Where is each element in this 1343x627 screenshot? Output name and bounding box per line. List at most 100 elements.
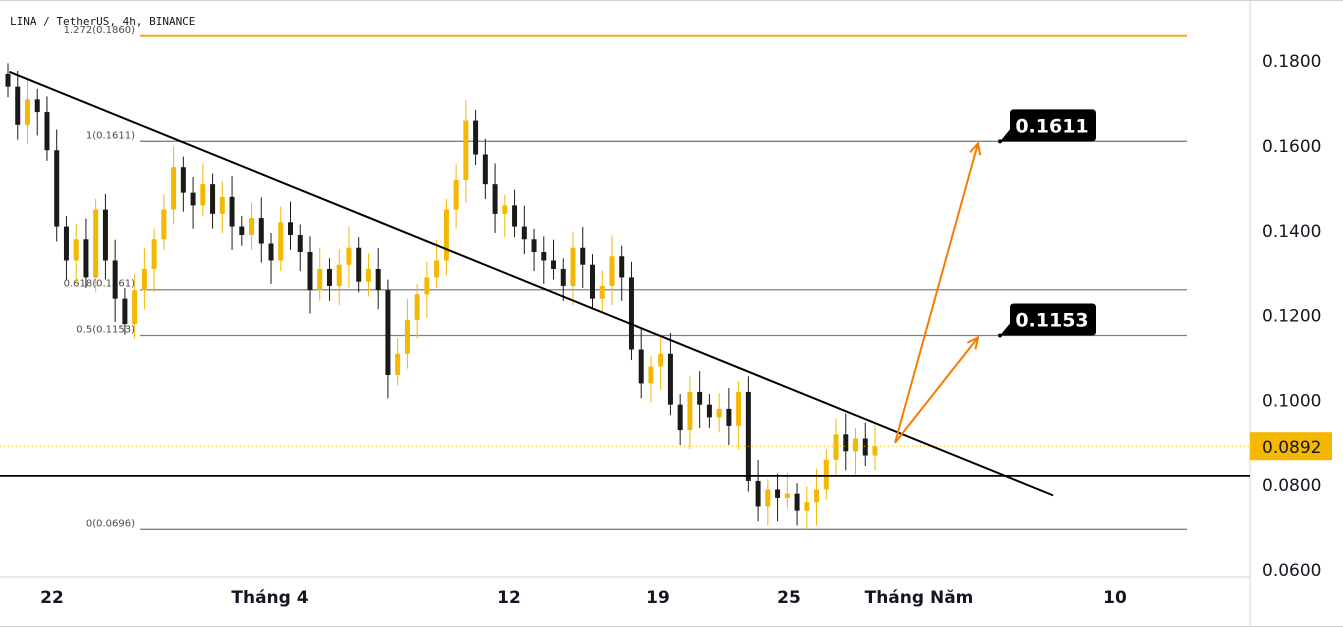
candle-body [424,277,430,295]
candle-body [5,73,11,87]
candle-body [755,480,761,507]
projection-arrowhead [969,141,982,156]
target-badge: 0.1611 [998,109,1096,144]
candle-body [833,434,839,460]
candle-body [580,247,586,265]
candle-body [463,120,469,180]
candle-body [609,256,615,286]
x-axis-tick-label: 10 [1103,588,1127,608]
candle-body [551,260,557,269]
candle-body [502,205,508,214]
candle-body [73,239,79,261]
candle-body [375,268,381,291]
candle-body [63,226,69,261]
candle-body [745,391,751,481]
candle-body [570,247,576,286]
target-badge: 0.1153 [998,303,1096,338]
candle-body [434,260,440,278]
candle-body [326,268,332,286]
x-axis-tick-label: 19 [646,588,670,608]
candle-body [141,268,147,291]
candle-body [619,256,625,278]
candle-body [258,218,264,244]
candle-body [599,285,605,299]
candle-body [531,239,537,252]
candle-body [414,294,420,320]
candle-body [44,112,50,151]
candle-body [853,438,859,452]
candle-body [560,268,566,286]
candle-body [697,391,703,405]
candle-body [492,184,498,214]
candle-body [765,489,771,507]
candle-body [736,391,742,426]
candle-body [15,86,21,125]
candle-body [151,239,157,269]
symbol-title: LINA / TetherUS, 4h, BINANCE [10,15,196,28]
candle-body [443,209,449,261]
current-price-badge: 0.0892 [1250,432,1332,461]
candle-body [872,446,878,456]
candle-body [677,404,683,431]
candle-body [823,459,829,490]
candle-body [843,434,849,452]
candle-body [706,404,712,418]
y-axis-tick-label: 0.1600 [1262,137,1321,157]
candle-body [336,264,342,286]
candle-body [317,268,323,291]
candle-body [775,489,781,498]
candle-body [726,408,732,426]
fib-level-label: 1.272(0.1860) [64,25,136,36]
candle-body [648,366,654,384]
candle-body [862,438,868,456]
candle-body [814,489,820,503]
candle-body [93,209,99,278]
candle-body [268,243,274,261]
candle-body [249,218,255,236]
candle-body [395,353,401,375]
x-axis-tick-label: Tháng 4 [231,588,308,608]
candle-body [24,99,30,125]
candle-body [404,319,410,354]
candle-body [521,226,527,240]
fib-level-label: 1(0.1611) [86,130,135,141]
candle-body [54,150,60,227]
projection-arrow [894,143,979,444]
x-axis-tick-label: 12 [497,588,521,608]
candle-body [716,408,722,418]
candle-body [307,252,313,291]
candle-body [473,120,479,155]
candle-body [171,167,177,210]
candle-body [200,184,206,206]
current-price-badge-bg [1250,432,1332,461]
candle-body [541,252,547,261]
candle-body [784,493,790,498]
candle-body [180,167,186,193]
fib-level-label: 0.618(0.1261) [64,279,136,290]
candle-body [34,99,40,113]
candle-body [83,239,89,278]
target-badge-shape [1000,109,1096,142]
candle-body [132,290,138,325]
candle-body [219,196,225,214]
candle-body [804,502,810,511]
x-axis-tick-label: 25 [777,588,801,608]
candle-body [278,222,284,261]
y-axis-tick-label: 0.0800 [1262,476,1321,496]
candle-body [658,353,664,367]
target-badge-label: 0.1153 [1015,310,1088,332]
candle-body [112,260,118,299]
candle-body [667,353,673,405]
candle-body [190,192,196,206]
x-axis-tick-label: Tháng Năm [865,588,974,608]
current-price-label: 0.0892 [1262,438,1321,458]
candle-body [161,209,167,240]
candle-body [288,222,294,236]
candle-body [589,264,595,299]
candle-body [239,226,245,236]
candle-body [638,349,644,384]
projection-arrow [894,336,979,444]
x-axis-tick-label: 22 [40,588,64,608]
fib-level-label: 0.5(0.1153) [76,325,135,336]
